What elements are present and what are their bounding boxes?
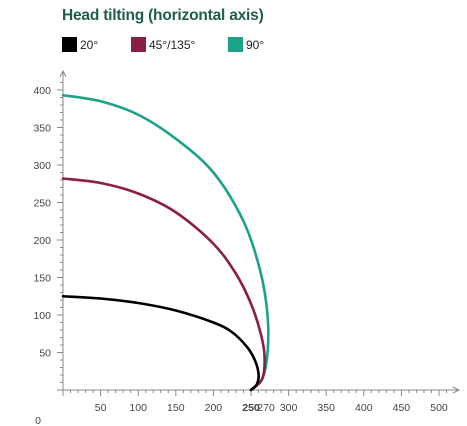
x-tick-label: 270 — [257, 402, 275, 414]
x-tick-label: 300 — [280, 402, 298, 414]
x-tick-label: 500 — [430, 402, 448, 414]
y-tick-label: 150 — [33, 273, 51, 285]
chart-title: Head tilting (horizontal axis) — [62, 7, 264, 24]
x-tick-label: 450 — [393, 402, 411, 414]
series-line-20 — [61, 294, 260, 392]
x-axis-arrow — [452, 386, 461, 394]
y-tick-label: 350 — [33, 123, 51, 135]
legend-item-45-135: 45°/135° — [131, 37, 195, 52]
x-tick-label: 400 — [355, 402, 373, 414]
x-tick-label: 150 — [167, 402, 185, 414]
legend-swatch-45-135 — [131, 37, 146, 52]
y-tick-label: 50 — [39, 348, 51, 360]
y-axis-arrow — [59, 69, 67, 78]
series-line-90 — [61, 93, 270, 392]
legend-swatch-90 — [228, 37, 243, 52]
legend-item-90: 90° — [228, 37, 264, 52]
legend-label-90: 90° — [246, 37, 265, 52]
y-tick-label: 200 — [33, 235, 51, 247]
x-tick-label: 50 — [95, 402, 107, 414]
x-tick-label: 200 — [205, 402, 223, 414]
legend-item-20: 20° — [62, 37, 98, 52]
legend-swatch-20 — [62, 37, 77, 52]
y-tick-label: 300 — [33, 160, 51, 172]
legend-label-45-135: 45°/135° — [149, 37, 196, 52]
x-tick-label: 0 — [35, 415, 41, 426]
x-tick-label: 250 — [242, 402, 260, 414]
y-tick-label: 250 — [33, 198, 51, 210]
series-line-45-135 — [61, 177, 266, 392]
y-tick-label: 100 — [33, 310, 51, 322]
y-tick-label: 400 — [33, 85, 51, 97]
legend-label-20: 20° — [80, 37, 99, 52]
x-tick-label: 100 — [129, 402, 147, 414]
x-tick-label: 350 — [317, 402, 335, 414]
